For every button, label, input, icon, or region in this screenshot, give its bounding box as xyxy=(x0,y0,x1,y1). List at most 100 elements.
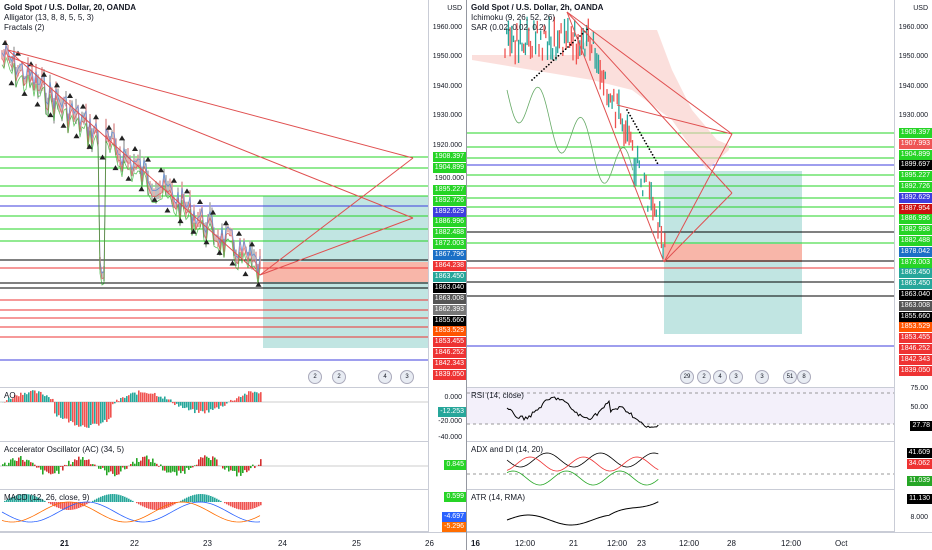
macd-bar xyxy=(244,502,246,510)
left-price-axis[interactable]: USD 1960.000 1950.000 1940.000 1930.000 1920… xyxy=(428,0,466,388)
ac-bar xyxy=(60,466,62,467)
event-badge[interactable]: 8 xyxy=(797,370,811,384)
event-badge[interactable]: 2 xyxy=(308,370,322,384)
ao-tick: 0.000 xyxy=(444,394,462,401)
price-level-tag: 1846.252 xyxy=(432,348,466,359)
sar-dot xyxy=(531,79,533,81)
ao-bar xyxy=(112,402,114,405)
event-badge[interactable]: 29 xyxy=(680,370,694,384)
ao-bar xyxy=(28,392,30,402)
ao-bar xyxy=(242,395,244,402)
ao-bar xyxy=(134,392,136,402)
price-level-tag: 1887.954 xyxy=(898,203,932,214)
right-main-pane[interactable]: Gold Spot / U.S. Dollar, 2h, OANDA Ichim… xyxy=(467,0,894,388)
sar-dot xyxy=(651,153,654,156)
left-ac-axis[interactable]: 0.845 xyxy=(428,442,466,490)
left-ac-pane[interactable]: Accelerator Oscillator (AC) (34, 5) xyxy=(0,442,428,490)
right-rsi-axis[interactable]: 75.00 50.00 27.78 xyxy=(894,385,932,442)
ac-bar xyxy=(162,466,164,471)
sar-dot xyxy=(579,35,581,37)
right-time-axis[interactable]: 16 12:00 21 12:00 23 12:00 28 12:00 Oct xyxy=(467,532,932,550)
right-atr-axis[interactable]: 11.130 8.000 xyxy=(894,490,932,532)
ac-bar xyxy=(112,466,114,474)
ao-bar xyxy=(104,402,106,420)
right-price-chart[interactable] xyxy=(467,0,894,388)
macd-bar xyxy=(160,502,162,510)
ao-bar xyxy=(20,392,22,402)
ao-bar xyxy=(172,402,174,404)
macd-bar xyxy=(148,502,150,509)
price-level-tag: 1862.393 xyxy=(432,304,466,315)
fractal-marker xyxy=(151,196,158,202)
price-tick: 1920.000 xyxy=(432,141,462,149)
macd-bar xyxy=(206,494,208,502)
sar-dot xyxy=(581,32,584,35)
trend-line xyxy=(566,11,733,135)
right-adx-pane[interactable]: ADX and DI (14, 20) xyxy=(467,442,894,490)
time-tick: 12:00 xyxy=(679,539,700,548)
right-adx-axis[interactable]: 41.609 34.062 11.039 xyxy=(894,442,932,490)
fractal-marker xyxy=(112,165,119,171)
sar-dot xyxy=(626,109,628,111)
ao-bar xyxy=(186,402,188,408)
ao-bar xyxy=(50,399,52,402)
ac-bar xyxy=(70,464,72,466)
right-atr-pane[interactable]: ATR (14, RMA) xyxy=(467,490,894,532)
event-badge[interactable]: 3 xyxy=(729,370,743,384)
ac-bar xyxy=(24,461,26,466)
price-level-tag: 1864.238 xyxy=(432,261,466,271)
ao-bar xyxy=(220,402,222,406)
sar-dot xyxy=(646,145,649,148)
macd-bar xyxy=(34,495,36,502)
ac-bar xyxy=(216,459,218,466)
macd-bar xyxy=(246,502,248,510)
event-badge[interactable]: 51 xyxy=(783,370,797,384)
ac-bar xyxy=(230,466,232,471)
macd-bar xyxy=(144,502,146,508)
ao-bar xyxy=(24,392,26,402)
left-price-chart[interactable] xyxy=(0,0,428,388)
ac-bar xyxy=(108,466,110,473)
macd-bar xyxy=(52,502,54,506)
ao-bar xyxy=(184,402,186,409)
ao-bar xyxy=(86,402,88,428)
macd-bar xyxy=(54,502,56,507)
left-macd-axis[interactable]: 0.599 -4.697 -5.296 xyxy=(428,490,466,532)
left-ao-axis[interactable]: 0.000 -12.253 -20.000 -40.000 xyxy=(428,388,466,442)
right-price-axis[interactable]: USD 1960.0001950.0001940.0001930.0001920… xyxy=(894,0,932,388)
event-badge[interactable]: 2 xyxy=(697,370,711,384)
ao-bar xyxy=(232,400,234,402)
event-badge[interactable]: 3 xyxy=(400,370,414,384)
event-badge[interactable]: 2 xyxy=(332,370,346,384)
macd-bar xyxy=(196,494,198,502)
ac-bar xyxy=(154,462,156,466)
ac-bar xyxy=(156,463,158,466)
macd-bar xyxy=(60,502,62,509)
ac-label: Accelerator Oscillator (AC) (34, 5) xyxy=(4,445,125,454)
event-badge[interactable]: 4 xyxy=(378,370,392,384)
price-level-tag: 1899.697 xyxy=(898,160,932,171)
left-macd-pane[interactable]: MACD (12, 26, close, 9) xyxy=(0,490,428,532)
ao-bar xyxy=(190,402,192,410)
ao-bar xyxy=(174,402,176,406)
ao-bar xyxy=(146,393,148,402)
left-ao-pane[interactable]: AO xyxy=(0,388,428,442)
left-time-axis[interactable]: 21 22 23 24 25 26 xyxy=(0,532,466,550)
ac-bar xyxy=(258,464,260,466)
ao-bar xyxy=(38,391,40,402)
ao-bar xyxy=(116,399,118,402)
left-main-pane[interactable]: Gold Spot / U.S. Dollar, 20, OANDA Allig… xyxy=(0,0,428,388)
event-badge[interactable]: 4 xyxy=(713,370,727,384)
ao-value-tag: -12.253 xyxy=(438,407,466,417)
chart-divider[interactable] xyxy=(466,0,467,550)
sar-dot xyxy=(629,114,632,117)
ac-bar xyxy=(208,457,210,466)
fractal-marker xyxy=(86,143,93,149)
fractal-marker xyxy=(210,209,216,215)
right-rsi-pane[interactable]: RSI (14, close) xyxy=(467,388,894,442)
ao-bar xyxy=(90,402,92,426)
event-badge[interactable]: 3 xyxy=(755,370,769,384)
ao-bar xyxy=(208,402,210,413)
ao-bar xyxy=(128,395,130,402)
ao-bar xyxy=(12,398,14,402)
